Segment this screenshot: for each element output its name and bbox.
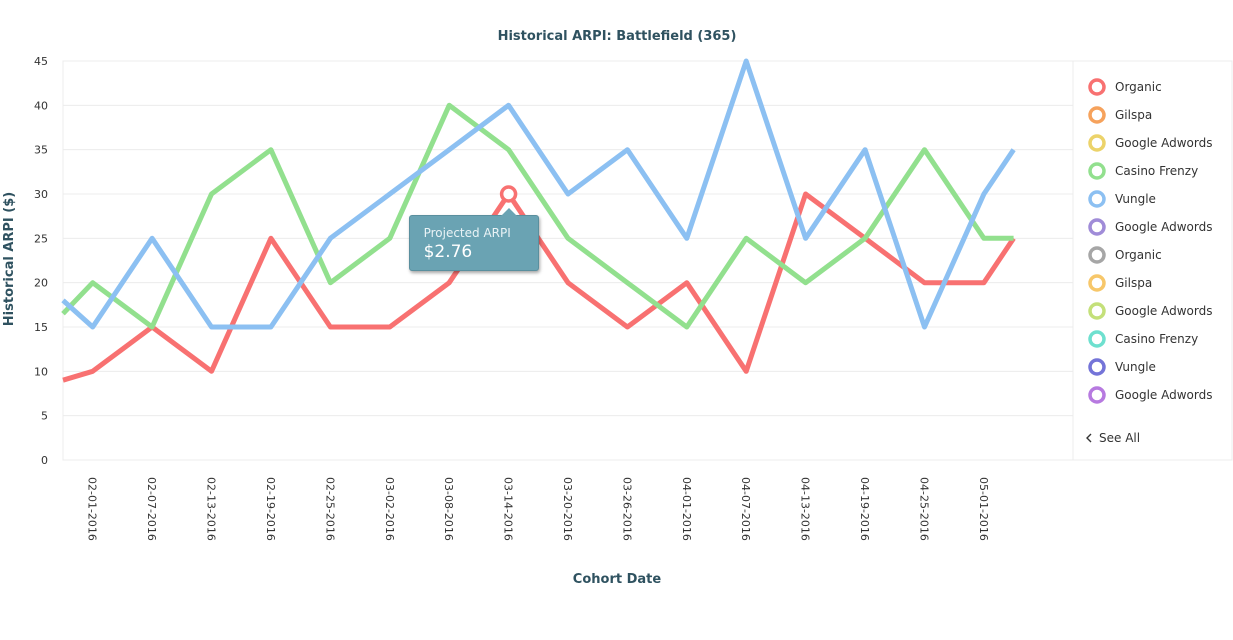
highlight-point — [499, 185, 518, 203]
legend-label: Google Adwords — [1115, 136, 1213, 150]
x-tick-label: 04-19-2016 — [858, 477, 871, 541]
x-tick-label: 04-01-2016 — [680, 477, 693, 541]
y-tick-label: 10 — [34, 365, 48, 378]
legend-label: Casino Frenzy — [1115, 164, 1198, 178]
x-tick-label: 02-19-2016 — [264, 477, 277, 541]
legend-label: Google Adwords — [1115, 220, 1213, 234]
plot-area-frame — [62, 60, 1074, 461]
y-tick-label: 30 — [34, 188, 48, 201]
legend-label: Organic — [1115, 248, 1162, 262]
chart-title: Historical ARPI: Battlefield (365) — [498, 29, 737, 44]
series-line — [61, 102, 1014, 330]
legend-marker-icon — [1088, 190, 1106, 208]
legend-item[interactable]: Gilspa — [1088, 274, 1152, 292]
x-tick-label: 02-07-2016 — [145, 477, 158, 541]
x-axis-ticks: 02-01-2016 02-07-2016 02-13-2016 02-19-2016… — [86, 477, 990, 541]
see-all-label[interactable]: See All — [1099, 431, 1140, 445]
y-tick-label: 0 — [41, 454, 48, 467]
legend-item[interactable]: Google Adwords — [1088, 386, 1213, 404]
legend-marker-icon — [1088, 162, 1106, 180]
legend-marker-icon — [1088, 78, 1106, 96]
legend-item[interactable]: Google Adwords — [1088, 302, 1213, 320]
legend-label: Casino Frenzy — [1115, 332, 1198, 346]
legend-label: Google Adwords — [1115, 388, 1213, 402]
x-tick-label: 03-20-2016 — [561, 477, 574, 541]
x-tick-label: 02-01-2016 — [86, 477, 99, 541]
x-tick-label: 04-13-2016 — [799, 477, 812, 541]
grid-lines — [62, 60, 1233, 461]
legend-label: Vungle — [1115, 192, 1156, 206]
legend-item[interactable]: Casino Frenzy — [1088, 330, 1198, 348]
series-line — [61, 58, 1016, 330]
legend-marker-icon — [1088, 302, 1106, 320]
see-all-button[interactable]: See All — [1086, 431, 1140, 445]
legend-item[interactable]: Organic — [1088, 78, 1162, 96]
legend-marker-icon — [1088, 246, 1106, 264]
x-tick-label: 04-25-2016 — [917, 477, 930, 541]
x-tick-label: 03-26-2016 — [620, 477, 633, 541]
legend-label: Gilspa — [1115, 108, 1152, 122]
y-tick-label: 25 — [34, 232, 48, 245]
y-tick-label: 15 — [34, 321, 48, 334]
legend-marker-icon — [1088, 134, 1106, 152]
legend-label: Organic — [1115, 80, 1162, 94]
tooltip-label: Projected ARPI — [423, 226, 511, 240]
tooltip: Projected ARPI $2.76 — [408, 215, 539, 271]
legend-item[interactable]: Organic — [1088, 246, 1162, 264]
legend-frame — [1072, 60, 1233, 461]
legend-item[interactable]: Casino Frenzy — [1088, 162, 1198, 180]
legend-label: Vungle — [1115, 360, 1156, 374]
legend-item[interactable]: Gilspa — [1088, 106, 1152, 124]
y-axis-title: Historical ARPI ($) — [2, 192, 17, 326]
legend-marker-icon — [1088, 218, 1106, 236]
tooltip-arrow — [500, 208, 517, 216]
legend-item[interactable]: Vungle — [1088, 190, 1156, 208]
legend: Organic Gilspa Google Adwords Casino Frenzy… — [1088, 78, 1213, 404]
legend-marker-icon — [1088, 330, 1106, 348]
tooltip-value: $2.76 — [423, 242, 473, 262]
y-tick-label: 20 — [34, 277, 48, 290]
legend-marker-icon — [1088, 358, 1106, 376]
legend-marker-icon — [1088, 274, 1106, 292]
chevron-left-icon — [1086, 433, 1092, 443]
x-tick-label: 03-14-2016 — [502, 477, 515, 541]
legend-item[interactable]: Google Adwords — [1088, 218, 1213, 236]
y-tick-label: 35 — [34, 144, 48, 157]
x-tick-label: 02-25-2016 — [323, 477, 336, 541]
legend-marker-icon — [1088, 106, 1106, 124]
x-tick-label: 03-02-2016 — [383, 477, 396, 541]
y-tick-label: 5 — [41, 410, 48, 423]
x-tick-label: 02-13-2016 — [205, 477, 218, 541]
legend-item[interactable]: Google Adwords — [1088, 134, 1213, 152]
y-axis-ticks: 0 5 10 15 20 25 30 35 40 45 — [34, 55, 48, 467]
y-tick-label: 45 — [34, 55, 48, 68]
highlight-marker — [499, 185, 518, 203]
y-tick-label: 40 — [34, 99, 48, 112]
legend-marker-icon — [1088, 386, 1106, 404]
legend-label: Google Adwords — [1115, 304, 1213, 318]
x-tick-label: 03-08-2016 — [442, 477, 455, 541]
legend-item[interactable]: Vungle — [1088, 358, 1156, 376]
x-tick-label: 04-07-2016 — [739, 477, 752, 541]
x-tick-label: 05-01-2016 — [977, 477, 990, 541]
legend-label: Gilspa — [1115, 276, 1152, 290]
x-axis-title: Cohort Date — [573, 572, 662, 587]
